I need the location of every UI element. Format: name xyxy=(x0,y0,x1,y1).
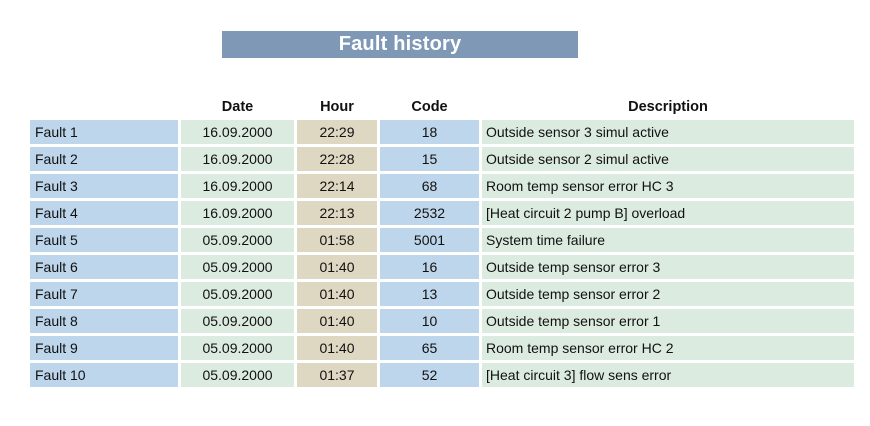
fault-description: Outside temp sensor error 2 xyxy=(482,282,854,306)
fault-description: Outside temp sensor error 1 xyxy=(482,309,854,333)
fault-hour: 22:28 xyxy=(297,147,377,171)
fault-hour: 01:40 xyxy=(297,282,377,306)
fault-code: 52 xyxy=(380,363,479,387)
fault-code: 65 xyxy=(380,336,479,360)
fault-date: 05.09.2000 xyxy=(181,336,294,360)
fault-hour: 01:40 xyxy=(297,336,377,360)
column-header-date: Date xyxy=(221,98,254,115)
fault-description: System time failure xyxy=(482,228,854,252)
fault-label: Fault 4 xyxy=(30,201,178,225)
fault-label: Fault 2 xyxy=(30,147,178,171)
fault-code: 18 xyxy=(380,120,479,144)
fault-description: Outside sensor 2 simul active xyxy=(482,147,854,171)
fault-label: Fault 9 xyxy=(30,336,178,360)
fault-date: 16.09.2000 xyxy=(181,174,294,198)
fault-date: 05.09.2000 xyxy=(181,309,294,333)
fault-description: [Heat circuit 3] flow sens error xyxy=(482,363,854,387)
fault-code: 5001 xyxy=(380,228,479,252)
fault-description: Room temp sensor error HC 2 xyxy=(482,336,854,360)
fault-label: Fault 8 xyxy=(30,309,178,333)
fault-date: 16.09.2000 xyxy=(181,120,294,144)
fault-hour: 22:14 xyxy=(297,174,377,198)
fault-description: [Heat circuit 2 pump B] overload xyxy=(482,201,854,225)
column-header-description: Description xyxy=(628,98,708,115)
fault-description: Outside temp sensor error 3 xyxy=(482,255,854,279)
fault-label: Fault 10 xyxy=(30,363,178,387)
fault-label: Fault 7 xyxy=(30,282,178,306)
fault-hour: 01:58 xyxy=(297,228,377,252)
fault-code: 13 xyxy=(380,282,479,306)
fault-label: Fault 3 xyxy=(30,174,178,198)
fault-hour: 01:40 xyxy=(297,309,377,333)
fault-code: 2532 xyxy=(380,201,479,225)
fault-history-table: Date Hour Code Description Fault 1 16.09… xyxy=(30,96,854,387)
page-title-bar: Fault history xyxy=(222,31,578,58)
fault-label: Fault 5 xyxy=(30,228,178,252)
fault-date: 05.09.2000 xyxy=(181,228,294,252)
column-header-fault xyxy=(30,96,178,117)
fault-description: Room temp sensor error HC 3 xyxy=(482,174,854,198)
fault-hour: 22:29 xyxy=(297,120,377,144)
fault-date: 05.09.2000 xyxy=(181,363,294,387)
page-title: Fault history xyxy=(338,33,462,55)
fault-code: 68 xyxy=(380,174,479,198)
fault-hour: 22:13 xyxy=(297,201,377,225)
fault-code: 10 xyxy=(380,309,479,333)
fault-description: Outside sensor 3 simul active xyxy=(482,120,854,144)
fault-date: 05.09.2000 xyxy=(181,255,294,279)
fault-code: 16 xyxy=(380,255,479,279)
fault-hour: 01:37 xyxy=(297,363,377,387)
fault-code: 15 xyxy=(380,147,479,171)
fault-label: Fault 1 xyxy=(30,120,178,144)
fault-hour: 01:40 xyxy=(297,255,377,279)
fault-date: 16.09.2000 xyxy=(181,147,294,171)
column-header-hour: Hour xyxy=(320,98,354,115)
fault-date: 05.09.2000 xyxy=(181,282,294,306)
fault-label: Fault 6 xyxy=(30,255,178,279)
fault-date: 16.09.2000 xyxy=(181,201,294,225)
column-header-code: Code xyxy=(411,98,448,115)
